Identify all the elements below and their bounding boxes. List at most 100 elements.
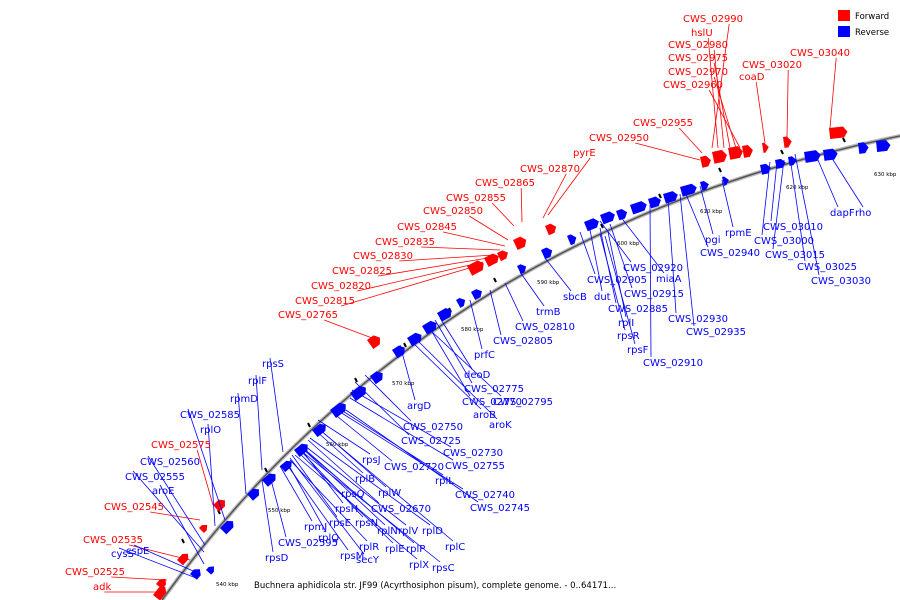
scale-label: 590 kbp (537, 280, 560, 286)
forward-gene-label: CWS_02835 (375, 237, 435, 248)
reverse-gene-label: CWS_02750 (403, 422, 463, 433)
reverse-gene-label: CWS_02810 (515, 322, 575, 333)
scale-label: 610 kbp (700, 209, 723, 215)
reverse-gene-feature (722, 176, 729, 186)
leader-line (679, 193, 695, 327)
reverse-gene-label: CWS_02585 (180, 410, 240, 421)
reverse-gene-label: rplC (445, 542, 465, 553)
scale-label: 620 kbp (786, 185, 809, 191)
leader-line (255, 374, 263, 471)
leader-line (772, 159, 785, 250)
reverse-gene-feature (663, 191, 678, 204)
leader-line (294, 454, 418, 560)
forward-gene-feature (742, 144, 753, 158)
forward-gene-label: CWS_02990 (683, 14, 743, 25)
leader-line (443, 231, 506, 247)
leader-line (289, 457, 365, 555)
legend: Forward Reverse (838, 10, 889, 38)
reverse-gene-label: rpsM (340, 551, 364, 562)
reverse-gene-label: CWS_02805 (493, 336, 553, 347)
legend-reverse-swatch (838, 26, 850, 37)
reverse-gene-label: CWS_02560 (140, 457, 200, 468)
scale-label: 600 kbp (617, 241, 640, 247)
reverse-gene-feature (262, 473, 276, 487)
leader-line (711, 23, 730, 149)
leader-line (132, 470, 205, 553)
leader-line (713, 76, 737, 149)
leader-line (147, 455, 206, 546)
reverse-gene-feature (630, 201, 647, 215)
leader-line (678, 127, 703, 154)
forward-gene-label: CWS_02980 (668, 40, 728, 51)
leader-line (491, 202, 515, 227)
leader-line (439, 317, 473, 370)
reverse-gene-label: CWS_02755 (445, 461, 505, 472)
leader-line (609, 223, 633, 289)
tick-mark (307, 422, 311, 428)
reverse-gene-label: dapF (830, 208, 855, 219)
reverse-gene-feature (437, 308, 452, 322)
legend-forward-swatch (838, 10, 850, 21)
reverse-gene-label: pgi (705, 235, 720, 246)
reverse-gene-label: rplD (422, 526, 443, 537)
reverse-gene-label: rplV (398, 526, 418, 537)
forward-gene-label: CWS_02870 (520, 164, 580, 175)
leader-line (489, 289, 502, 336)
forward-gene-feature (762, 142, 769, 153)
reverse-gene-label: CWS_02595 (278, 538, 338, 549)
leader-line (604, 235, 636, 345)
forward-gene-label: CWS_02950 (589, 133, 649, 144)
leader-line (364, 374, 412, 422)
leader-line (713, 49, 725, 149)
leader-line (814, 152, 839, 208)
leader-line (789, 156, 806, 262)
reverse-gene-feature (280, 460, 292, 473)
reverse-gene-feature (600, 211, 615, 225)
leader-lines (104, 23, 864, 593)
forward-gene-label: CWS_02820 (311, 281, 371, 292)
forward-gene-feature (712, 149, 727, 164)
leader-line (713, 62, 731, 149)
reverse-gene-label: dut (594, 292, 611, 303)
leader-line (357, 261, 484, 292)
leader-line (542, 173, 567, 219)
map-caption: Buchnera aphidicola str. JF99 (Acyrthosi… (254, 581, 616, 591)
legend-reverse-label: Reverse (855, 28, 889, 38)
leader-line (421, 246, 501, 251)
leader-line (269, 475, 287, 538)
forward-gene-label: hslU (691, 28, 713, 39)
reverse-gene-label: rpsN (355, 518, 378, 529)
reverse-gene-label: CWS_03025 (797, 262, 857, 273)
tick-mark (780, 149, 784, 155)
leader-line (284, 461, 349, 551)
leader-line (150, 511, 201, 521)
leader-line (196, 449, 214, 506)
forward-gene-feature (783, 136, 792, 148)
scale-label: 630 kbp (874, 172, 897, 178)
leader-line (299, 449, 364, 518)
reverse-gene-feature (220, 520, 234, 535)
reverse-gene-feature (517, 264, 527, 275)
reverse-gene-label: trmB (536, 307, 561, 318)
forward-gene-label: CWS_03040 (790, 48, 850, 59)
leader-line (261, 479, 274, 553)
leader-line (309, 437, 431, 526)
leader-line (468, 215, 509, 241)
leader-line (589, 229, 603, 292)
forward-gene-label: CWS_02575 (151, 440, 211, 451)
leader-line (349, 397, 454, 461)
reverse-gene-label: rpsF (627, 345, 649, 356)
leader-line (794, 153, 820, 276)
reverse-gene-label: rpsE (329, 518, 351, 529)
leader-line (770, 161, 778, 222)
tick-mark (354, 377, 358, 383)
reverse-gene-label: CWS_02910 (643, 358, 703, 369)
reverse-gene-label: rplX (409, 560, 429, 571)
forward-gene-label: CWS_02535 (83, 535, 143, 546)
reverse-gene-label: rplB (355, 474, 375, 485)
reverse-gene-label: rplW (378, 488, 401, 499)
leader-line (351, 389, 452, 448)
reverse-gene-label: rplP (406, 544, 425, 555)
forward-gene-label: CWS_02825 (332, 266, 392, 277)
